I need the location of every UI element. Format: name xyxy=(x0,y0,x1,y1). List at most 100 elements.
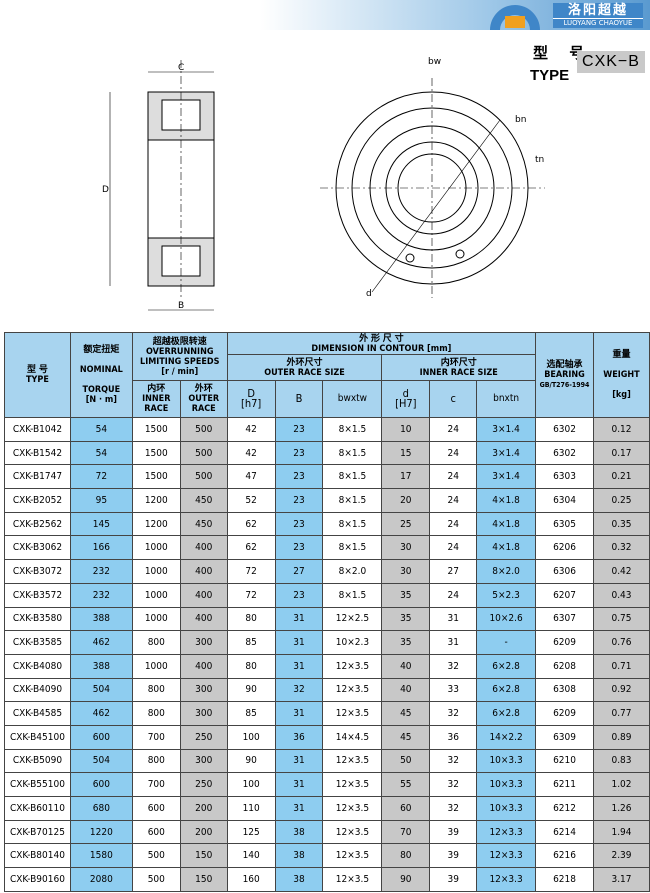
cell-bnxtn: 10×2.6 xyxy=(476,606,537,632)
cell-bearing: 6209 xyxy=(535,630,594,655)
cell-B: 31 xyxy=(274,630,324,655)
cell-bwxtw: 12×3.5 xyxy=(322,653,383,679)
cell-bwxtw: 8×1.5 xyxy=(322,440,383,466)
cell-D: 85 xyxy=(226,701,276,726)
cell-bnxtn: - xyxy=(476,630,537,655)
cell-weight: 0.71 xyxy=(592,653,650,679)
cell-torque: 1580 xyxy=(69,843,133,869)
cell-bwxtw: 8×1.5 xyxy=(322,464,383,490)
cell-weight: 0.17 xyxy=(592,440,650,466)
cell-bearing: 6308 xyxy=(535,677,594,703)
cell-bearing: 6306 xyxy=(535,559,594,584)
cell-c: 32 xyxy=(429,772,478,797)
cell-B: 31 xyxy=(274,653,324,679)
cell-bwxtw: 8×2.0 xyxy=(322,559,383,584)
cell-d: 90 xyxy=(381,867,431,892)
cell-c: 32 xyxy=(429,748,478,774)
cell-weight: 0.12 xyxy=(592,417,650,442)
table-row: CXK-B3585 462 800 300 85 31 10×2.3 35 31-6209 0.7… xyxy=(4,630,650,655)
cell-type: CXK-B4080 xyxy=(4,653,71,679)
cell-bearing: 6209 xyxy=(535,701,594,726)
cell-speed-inner: 800 xyxy=(131,677,181,703)
cell-speed-outer: 450 xyxy=(179,511,228,537)
cell-bearing: 6212 xyxy=(535,796,594,821)
cell-speed-inner: 500 xyxy=(131,867,181,892)
header-D: D [h7] xyxy=(226,380,276,418)
cell-speed-outer: 500 xyxy=(179,440,228,466)
cell-c: 39 xyxy=(429,867,478,892)
cell-speed-outer: 150 xyxy=(179,843,228,869)
cell-speed-inner: 1000 xyxy=(131,606,181,632)
cell-type: CXK-B4090 xyxy=(4,677,71,703)
cell-c: 24 xyxy=(429,535,478,561)
cell-B: 32 xyxy=(274,677,324,703)
cell-type: CXK-B55100 xyxy=(4,772,71,797)
cell-type: CXK-B1042 xyxy=(4,417,71,442)
cell-c: 39 xyxy=(429,819,478,845)
cell-B: 31 xyxy=(274,606,324,632)
cell-weight: 1.02 xyxy=(592,772,650,797)
cell-c: 39 xyxy=(429,843,478,869)
front-view xyxy=(320,78,545,298)
cell-bwxtw: 8×1.5 xyxy=(322,582,383,608)
cell-torque: 462 xyxy=(69,630,133,655)
technical-drawing: C D B bw bn tn d xyxy=(102,57,545,311)
cell-B: 27 xyxy=(274,559,324,584)
header-B: B xyxy=(274,380,324,418)
cell-d: 35 xyxy=(381,606,431,632)
cell-bwxtw: 8×1.5 xyxy=(322,417,383,442)
cell-bnxtn: 12×3.3 xyxy=(476,819,537,845)
cell-speed-inner: 500 xyxy=(131,843,181,869)
cell-weight: 0.35 xyxy=(592,511,650,537)
cell-weight: 0.92 xyxy=(592,677,650,703)
cell-bwxtw: 12×3.5 xyxy=(322,867,383,892)
brand-name-cn: 洛阳超越 xyxy=(567,3,628,18)
cell-d: 55 xyxy=(381,772,431,797)
header-bwxtw: bwxtw xyxy=(322,380,383,418)
cell-bnxtn: 4×1.8 xyxy=(476,488,537,513)
cell-weight: 3.17 xyxy=(592,867,650,892)
cell-c: 32 xyxy=(429,653,478,679)
cell-torque: 388 xyxy=(69,653,133,679)
cell-bwxtw: 10×2.3 xyxy=(322,630,383,655)
cell-weight: 1.26 xyxy=(592,796,650,821)
cell-bearing: 6309 xyxy=(535,724,594,750)
cell-B: 36 xyxy=(274,724,324,750)
cell-speed-inner: 1000 xyxy=(131,559,181,584)
cell-bnxtn: 10×3.3 xyxy=(476,748,537,774)
cell-D: 160 xyxy=(226,867,276,892)
header-inner-race-size: 内环尺寸 INNER RACE SIZE xyxy=(381,354,537,381)
cell-bnxtn: 12×3.3 xyxy=(476,867,537,892)
cell-c: 31 xyxy=(429,630,478,655)
cell-speed-inner: 600 xyxy=(131,796,181,821)
cell-speed-outer: 300 xyxy=(179,677,228,703)
cell-D: 125 xyxy=(226,819,276,845)
cell-d: 40 xyxy=(381,677,431,703)
cell-bwxtw: 8×1.5 xyxy=(322,511,383,537)
cell-D: 85 xyxy=(226,630,276,655)
header-speed: 超越极限转速 OVERRUNNING LIMITING SPEEDS [r / min… xyxy=(131,332,228,381)
table-row: CXK-B3062 166 1000 400 62 23 8×1.5 30 24 4×1.8 620… xyxy=(4,535,650,561)
brand-name-en: LUOYANG CHAOYUE xyxy=(553,18,643,28)
cell-bnxtn: 3×1.4 xyxy=(476,417,537,442)
cell-D: 140 xyxy=(226,843,276,869)
cell-bwxtw: 12×2.5 xyxy=(322,606,383,632)
cell-torque: 2080 xyxy=(69,867,133,892)
cell-speed-inner: 1500 xyxy=(131,440,181,466)
cell-torque: 232 xyxy=(69,559,133,584)
cell-c: 24 xyxy=(429,440,478,466)
cell-speed-outer: 200 xyxy=(179,819,228,845)
table-row: CXK-B4585 462 800 300 85 31 12×3.5 45 32 6×2.8 620… xyxy=(4,701,650,726)
cell-D: 100 xyxy=(226,724,276,750)
cell-B: 31 xyxy=(274,772,324,797)
cell-bearing: 6307 xyxy=(535,606,594,632)
cell-D: 90 xyxy=(226,677,276,703)
header-torque: 额定扭矩 NOMINAL TORQUE [N · m] xyxy=(69,332,133,418)
cell-d: 35 xyxy=(381,630,431,655)
cell-speed-inner: 800 xyxy=(131,701,181,726)
cell-c: 24 xyxy=(429,464,478,490)
cell-speed-outer: 250 xyxy=(179,772,228,797)
cell-type: CXK-B3072 xyxy=(4,559,71,584)
cell-weight: 2.39 xyxy=(592,843,650,869)
cell-torque: 600 xyxy=(69,724,133,750)
